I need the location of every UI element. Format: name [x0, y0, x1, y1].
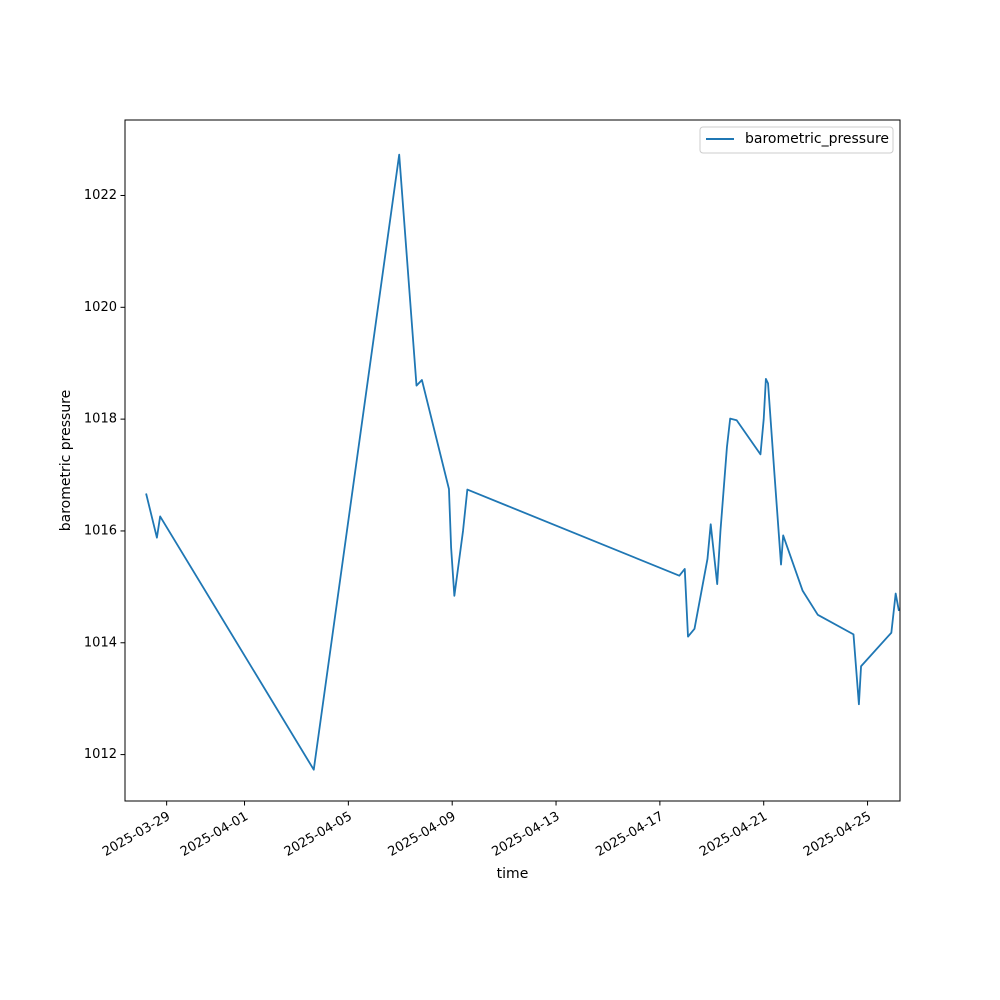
- plot-frame: [124, 119, 901, 802]
- x-tick-label: 2025-04-13: [489, 809, 562, 860]
- legend-box: [699, 126, 894, 154]
- x-axis-title: time: [497, 866, 529, 882]
- x-tick-label: 2025-04-05: [282, 809, 355, 860]
- x-tick-label: 2025-03-29: [100, 809, 173, 860]
- y-axis-title: barometric pressure: [58, 390, 74, 531]
- x-axis: 2025-03-29 2025-04-01 2025-04-05 2025-04-09…: [100, 801, 874, 860]
- y-tick-label: 1012: [84, 747, 117, 762]
- y-axis: 1012 1014 1016 1018 1020 1022: [84, 188, 125, 762]
- legend: barometric_pressure: [699, 126, 894, 154]
- y-tick-label: 1018: [84, 412, 117, 427]
- y-tick-label: 1022: [84, 188, 117, 203]
- series-layer: [145, 153, 900, 771]
- y-tick-label: 1016: [84, 523, 117, 538]
- y-tick-label: 1020: [84, 300, 117, 315]
- x-tick-label: 2025-04-25: [801, 809, 874, 860]
- x-tick-label: 2025-04-21: [697, 809, 770, 860]
- x-tick-label: 2025-04-09: [386, 809, 459, 860]
- y-tick-label: 1014: [84, 635, 117, 650]
- x-tick-label: 2025-04-01: [178, 809, 251, 860]
- x-tick-label: 2025-04-17: [593, 809, 666, 860]
- legend-label: barometric_pressure: [745, 131, 889, 147]
- series-line-0: [145, 153, 900, 771]
